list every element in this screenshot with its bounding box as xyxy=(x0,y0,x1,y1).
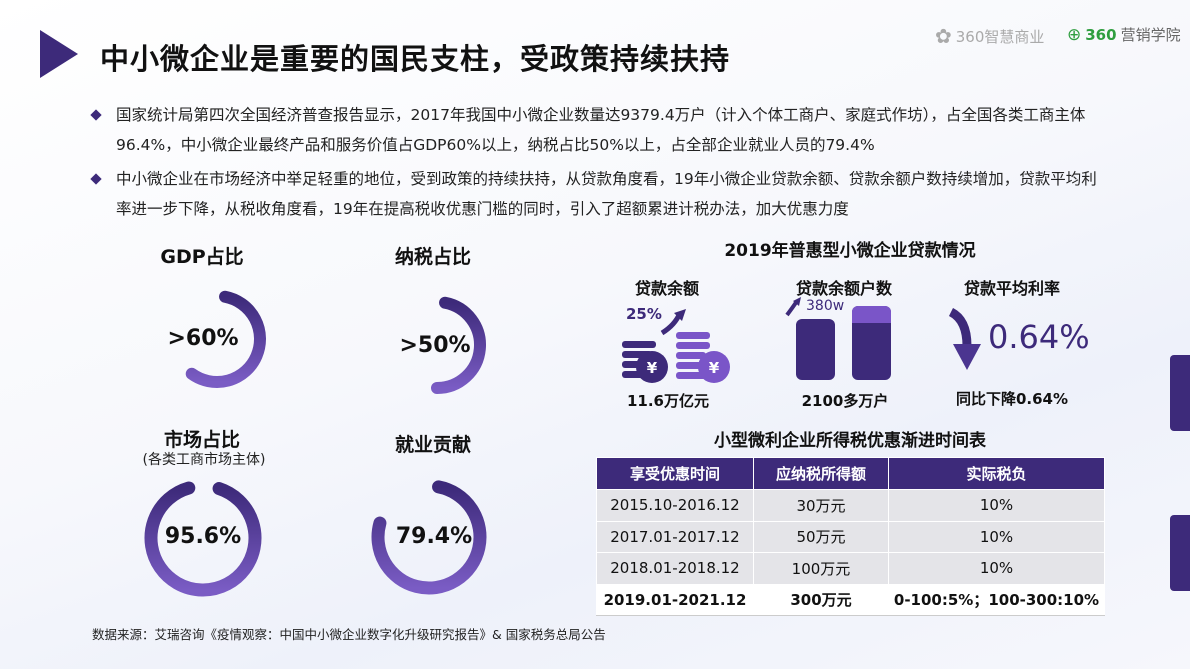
cell-period: 2018.01-2018.12 xyxy=(596,552,754,585)
donut-label-market: 市场占比 xyxy=(163,429,240,451)
page-title: 中小微企业是重要的国民支柱，受政策持续扶持 xyxy=(100,42,731,76)
loan-balance-growth: 25% xyxy=(626,305,662,323)
cell-income: 300万元 xyxy=(753,583,889,616)
loan-rate-label: 贷款平均利率 xyxy=(963,279,1060,298)
donut-arc-gdp xyxy=(185,290,266,388)
bullet-item: 中小微企业在市场经济中举足轻重的地位，受到政策的持续扶持，从贷款角度看，19年小… xyxy=(90,164,1110,224)
donut-label-gdp: GDP占比 xyxy=(160,246,244,268)
cell-income: 100万元 xyxy=(753,552,889,585)
column-header: 实际税负 xyxy=(888,457,1105,490)
bullet-item: 国家统计局第四次全国经济普查报告显示，2017年我国中小微企业数量达9379.4… xyxy=(90,100,1110,160)
arrow-down-icon xyxy=(948,308,981,370)
column-header: 享受优惠时间 xyxy=(596,457,754,490)
svg-text:¥: ¥ xyxy=(647,359,658,377)
donut-arc-employment xyxy=(371,480,487,595)
brand1-text: 360智慧商业 xyxy=(955,27,1045,46)
table-header-row: 享受优惠时间 应纳税所得额 实际税负 xyxy=(596,457,1105,490)
cell-rate: 10% xyxy=(888,520,1105,553)
cell-rate: 10% xyxy=(888,489,1105,522)
logo-360-smart-business: ✿ 360智慧商业 xyxy=(935,24,1044,48)
table-row: 2017.01-2017.12 50万元 10% xyxy=(596,520,1105,553)
donut-label-tax: 纳税占比 xyxy=(394,246,471,268)
donut-arc-tax xyxy=(431,296,486,394)
tax-table-title: 小型微利企业所得税优惠渐进时间表 xyxy=(714,431,986,451)
table-row: 2015.10-2016.12 30万元 10% xyxy=(596,489,1105,522)
loan-accounts-growth: 380w xyxy=(806,298,845,314)
donut-value-market: 95.6% xyxy=(164,524,242,549)
loan-accounts-value: 2100多万户 xyxy=(801,392,889,410)
coins-growth-icon: ¥ ¥ xyxy=(622,309,730,383)
cell-period: 2015.10-2016.12 xyxy=(596,489,754,522)
donut-label-employment: 就业贡献 xyxy=(394,434,471,456)
table-row: 2019.01-2021.12 300万元 0-100:5%；100-300:10% xyxy=(596,583,1105,616)
donut-value-tax: >50% xyxy=(399,333,471,358)
cell-income: 30万元 xyxy=(753,489,889,522)
svg-text:¥: ¥ xyxy=(709,359,720,377)
plus-circle-logo-icon: ⊕ xyxy=(1067,24,1082,45)
cell-period: 2017.01-2017.12 xyxy=(596,520,754,553)
bullet-text: 国家统计局第四次全国经济普查报告显示，2017年我国中小微企业数量达9379.4… xyxy=(116,106,1086,154)
donut-sublabel-market: (各类工商市场主体) xyxy=(142,452,266,468)
loan-rate-value: 同比下降0.64% xyxy=(955,390,1069,408)
loan-balance-value: 11.6万亿元 xyxy=(626,392,709,410)
column-header: 应纳税所得额 xyxy=(753,457,889,490)
cell-income: 50万元 xyxy=(753,520,889,553)
donut-value-employment: 79.4% xyxy=(395,524,473,549)
bullet-list: 国家统计局第四次全国经济普查报告显示，2017年我国中小微企业数量达9379.4… xyxy=(90,100,1110,224)
arrow-up-icon xyxy=(785,297,801,317)
bar-2019 xyxy=(852,306,891,380)
tax-table: 享受优惠时间 应纳税所得额 实际税负 2015.10-2016.12 30万元 10… xyxy=(596,457,1105,616)
cell-rate: 0-100:5%；100-300:10% xyxy=(888,583,1105,616)
donut-arc-market xyxy=(144,481,262,597)
cell-rate: 10% xyxy=(888,552,1105,585)
donut-value-gdp: >60% xyxy=(167,326,239,351)
cell-period: 2019.01-2021.12 xyxy=(596,583,754,616)
logo-360-marketing-academy: ⊕ 360 营销学院 xyxy=(1067,24,1181,45)
donut-charts xyxy=(144,290,487,597)
brand2-main: 360 xyxy=(1085,25,1117,44)
loan-balance-label: 贷款余额 xyxy=(634,279,699,298)
bar-2019-increase xyxy=(852,306,891,323)
loan-accounts-label: 贷款余额户数 xyxy=(795,279,892,298)
loans-title: 2019年普惠型小微企业贷款情况 xyxy=(724,241,976,261)
flower-logo-icon: ✿ xyxy=(935,24,952,48)
side-tab[interactable] xyxy=(1170,515,1190,591)
source-note: 数据来源：艾瑞咨询《疫情观察：中国中小微企业数字化升级研究报告》& 国家税务总局… xyxy=(92,627,606,642)
brand2-sub: 营销学院 xyxy=(1120,26,1181,44)
bar-2018 xyxy=(796,319,835,380)
title-triangle-icon xyxy=(40,30,78,78)
table-row: 2018.01-2018.12 100万元 10% xyxy=(596,552,1105,585)
bullet-text: 中小微企业在市场经济中举足轻重的地位，受到政策的持续扶持，从贷款角度看，19年小… xyxy=(116,170,1097,218)
loan-rate-big: 0.64% xyxy=(988,318,1090,356)
side-tab[interactable] xyxy=(1170,355,1190,431)
